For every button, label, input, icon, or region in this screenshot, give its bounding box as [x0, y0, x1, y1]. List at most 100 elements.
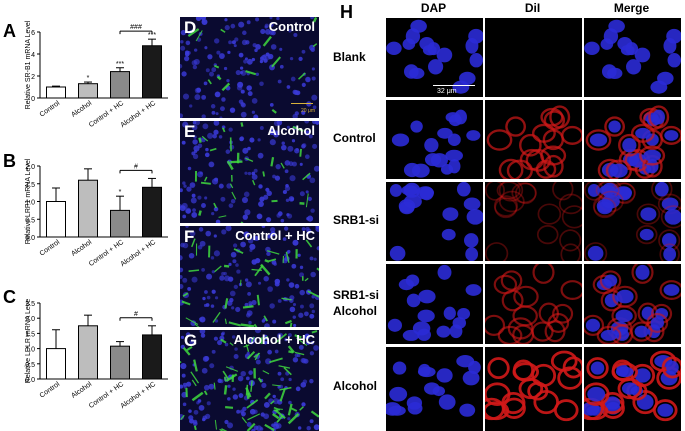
column-header-merge: Merge — [613, 1, 650, 15]
green-stain — [298, 72, 306, 80]
nucleus — [650, 317, 665, 329]
nucleus — [257, 152, 264, 159]
nucleus — [242, 214, 248, 220]
nucleus — [199, 330, 206, 334]
nucleus — [309, 351, 315, 356]
green-stain — [226, 160, 234, 171]
red-stain — [561, 125, 582, 145]
nucleus — [277, 371, 282, 376]
nucleus — [304, 121, 310, 124]
red-stain — [531, 123, 556, 143]
grid-cell — [584, 347, 681, 431]
nucleus — [192, 153, 199, 160]
red-stain — [518, 377, 544, 400]
nucleus — [625, 42, 639, 56]
nucleus — [652, 109, 665, 125]
nucleus — [436, 47, 453, 63]
red-stain — [498, 158, 524, 179]
nucleus — [263, 340, 268, 345]
nucleus — [211, 349, 216, 354]
nucleus — [229, 290, 236, 297]
green-stain — [254, 352, 260, 361]
row-label-alcohol: Alcohol — [333, 379, 377, 393]
nucleus — [228, 127, 233, 132]
y-tick-label: 4 — [31, 52, 35, 59]
red-stain — [659, 280, 681, 300]
grid-cell-image — [386, 19, 483, 94]
scale-bar-d — [291, 103, 313, 104]
green-stain — [242, 305, 254, 309]
nucleus — [298, 56, 303, 61]
nucleus — [206, 273, 213, 280]
green-stain — [220, 28, 226, 33]
nucleus — [211, 67, 217, 73]
red-stain — [493, 195, 518, 217]
nucleus — [193, 150, 198, 154]
green-stain — [195, 30, 203, 42]
nucleus — [609, 163, 628, 178]
red-stain — [593, 197, 617, 219]
green-stain — [268, 258, 277, 262]
nucleus — [182, 93, 190, 100]
nucleus — [235, 263, 239, 267]
green-stain — [246, 422, 256, 431]
nucleus — [215, 219, 221, 223]
nucleus — [193, 135, 197, 139]
nucleus — [180, 40, 184, 44]
nucleus — [182, 214, 187, 219]
nucleus — [207, 54, 213, 60]
nucleus — [273, 423, 280, 430]
y-tick-label: 1.0 — [25, 347, 35, 354]
nucleus — [213, 129, 219, 135]
nucleus — [234, 347, 238, 351]
nucleus — [587, 184, 601, 197]
x-tick-label: Alcohol + HC — [120, 239, 158, 268]
green-stain — [270, 400, 275, 405]
green-stain — [246, 350, 256, 360]
nucleus — [276, 17, 280, 21]
y-axis-label: Relative LRP1 mRNA Level — [25, 158, 32, 244]
nucleus — [187, 166, 192, 171]
nucleus — [285, 198, 290, 203]
nucleus — [230, 23, 236, 29]
nucleus — [213, 234, 217, 238]
nucleus — [287, 417, 291, 421]
nucleus — [306, 426, 311, 431]
nucleus — [207, 132, 214, 139]
nucleus — [189, 182, 196, 188]
red-stain — [532, 264, 555, 284]
nucleus — [292, 315, 297, 319]
nucleus — [277, 79, 282, 84]
nucleus — [635, 127, 651, 139]
green-stain — [262, 370, 270, 375]
red-stain — [562, 356, 582, 379]
micrograph-g-image — [180, 330, 319, 431]
grid-cell-image — [391, 109, 481, 178]
nucleus — [216, 50, 221, 55]
nucleus — [248, 339, 252, 343]
red-stain — [485, 182, 505, 201]
nucleus — [236, 269, 241, 274]
nucleus — [664, 130, 679, 141]
nucleus — [284, 169, 289, 174]
nucleus — [221, 229, 227, 235]
nucleus — [193, 145, 200, 152]
nucleus — [184, 56, 190, 62]
nucleus — [192, 64, 198, 70]
bar — [142, 334, 162, 380]
green-stain — [222, 127, 226, 133]
nucleus — [225, 226, 232, 232]
grid-cell — [386, 182, 483, 261]
red-stain — [651, 182, 673, 201]
green-stain — [252, 179, 256, 186]
nucleus — [290, 76, 296, 82]
nucleus — [270, 231, 276, 237]
bar — [142, 186, 162, 238]
grid-cell-image — [486, 105, 582, 179]
nucleus — [282, 189, 287, 195]
nucleus — [310, 271, 316, 278]
nucleus — [235, 70, 241, 76]
nucleus — [626, 59, 642, 75]
red-stain — [549, 105, 571, 129]
nucleus — [313, 257, 317, 261]
